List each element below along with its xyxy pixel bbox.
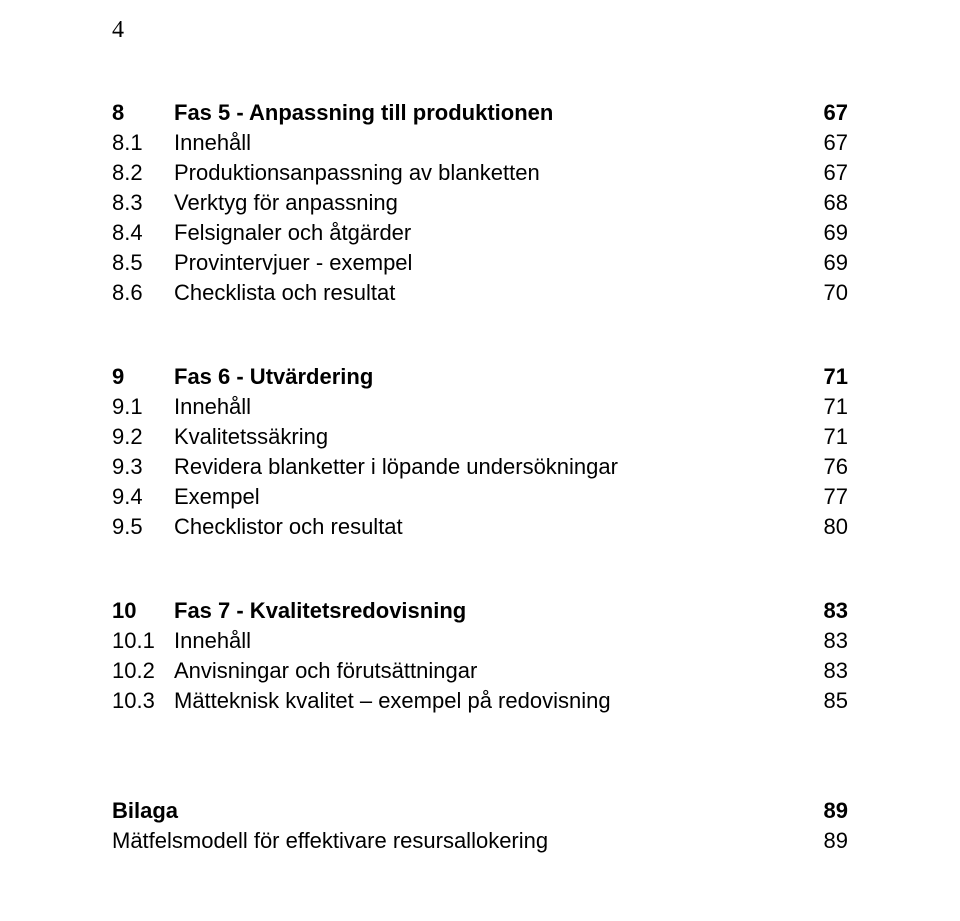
toc-heading: 9 Fas 6 - Utvärdering 71 (112, 362, 848, 392)
toc-heading: Bilaga 89 (112, 796, 848, 826)
toc-heading: 10 Fas 7 - Kvalitetsredovisning 83 (112, 596, 848, 626)
toc-appendix: Bilaga 89 Mätfelsmodell för effektivare … (112, 796, 848, 856)
toc-item-num: 9.5 (112, 512, 174, 542)
toc-item-page: 77 (808, 482, 848, 512)
toc-item: 9.5 Checklistor och resultat 80 (112, 512, 848, 542)
toc-item-num: 8.3 (112, 188, 174, 218)
toc-heading-page: 67 (808, 98, 848, 128)
toc-item-page: 85 (808, 686, 848, 716)
toc-section: 8 Fas 5 - Anpassning till produktionen 6… (112, 98, 848, 308)
toc-item-title: Anvisningar och förutsättningar (174, 656, 808, 686)
toc-item: 10.2 Anvisningar och förutsättningar 83 (112, 656, 848, 686)
toc-item: 9.3 Revidera blanketter i löpande unders… (112, 452, 848, 482)
toc-item: 9.1 Innehåll 71 (112, 392, 848, 422)
toc-item-num: 10.1 (112, 626, 174, 656)
toc-item-page: 71 (808, 392, 848, 422)
toc-heading-page: 89 (808, 796, 848, 826)
toc-item-num: 9.3 (112, 452, 174, 482)
toc-item-page: 69 (808, 248, 848, 278)
toc-item-page: 70 (808, 278, 848, 308)
page-number: 4 (112, 18, 848, 42)
toc-item-num: 10.2 (112, 656, 174, 686)
toc-item-num: 10.3 (112, 686, 174, 716)
toc-item-num: 9.1 (112, 392, 174, 422)
toc-item-page: 89 (808, 826, 848, 856)
toc-item-title: Checklista och resultat (174, 278, 808, 308)
toc-heading-title: Fas 7 - Kvalitetsredovisning (174, 596, 808, 626)
toc-item-num: 8.4 (112, 218, 174, 248)
toc-heading-page: 71 (808, 362, 848, 392)
toc-item-title: Produktionsanpassning av blanketten (174, 158, 808, 188)
toc-heading-num: 8 (112, 98, 174, 128)
toc-item: 8.5 Provintervjuer - exempel 69 (112, 248, 848, 278)
toc-heading-title: Fas 6 - Utvärdering (174, 362, 808, 392)
toc-item: 9.2 Kvalitetssäkring 71 (112, 422, 848, 452)
toc-item-page: 83 (808, 656, 848, 686)
toc-item: 9.4 Exempel 77 (112, 482, 848, 512)
toc-heading-num: 9 (112, 362, 174, 392)
toc-item: Mätfelsmodell för effektivare resursallo… (112, 826, 848, 856)
toc-item: 10.1 Innehåll 83 (112, 626, 848, 656)
toc-item-title: Kvalitetssäkring (174, 422, 808, 452)
toc-item-num: 8.5 (112, 248, 174, 278)
toc-heading-title: Bilaga (112, 796, 808, 826)
toc-item-num: 8.6 (112, 278, 174, 308)
toc-section: 9 Fas 6 - Utvärdering 71 9.1 Innehåll 71… (112, 362, 848, 542)
toc-heading: 8 Fas 5 - Anpassning till produktionen 6… (112, 98, 848, 128)
toc-item-page: 69 (808, 218, 848, 248)
toc-section: 10 Fas 7 - Kvalitetsredovisning 83 10.1 … (112, 596, 848, 716)
toc-item-title: Verktyg för anpassning (174, 188, 808, 218)
toc-item: 8.1 Innehåll 67 (112, 128, 848, 158)
toc-item: 10.3 Mätteknisk kvalitet – exempel på re… (112, 686, 848, 716)
toc-item-num: 8.2 (112, 158, 174, 188)
toc-item-num: 9.2 (112, 422, 174, 452)
toc-item: 8.3 Verktyg för anpassning 68 (112, 188, 848, 218)
toc-item-num: 9.4 (112, 482, 174, 512)
toc-item-page: 83 (808, 626, 848, 656)
toc-item-title: Innehåll (174, 392, 808, 422)
toc-heading-page: 83 (808, 596, 848, 626)
toc-page: 4 8 Fas 5 - Anpassning till produktionen… (0, 0, 960, 921)
toc-item-page: 71 (808, 422, 848, 452)
toc-item-page: 67 (808, 128, 848, 158)
toc-item-num: 8.1 (112, 128, 174, 158)
toc-item-title: Checklistor och resultat (174, 512, 808, 542)
toc-item: 8.2 Produktionsanpassning av blanketten … (112, 158, 848, 188)
toc-item-title: Innehåll (174, 626, 808, 656)
toc-item: 8.6 Checklista och resultat 70 (112, 278, 848, 308)
toc-item-title: Mätteknisk kvalitet – exempel på redovis… (174, 686, 808, 716)
toc-item-page: 80 (808, 512, 848, 542)
toc-item-title: Exempel (174, 482, 808, 512)
toc-item-title: Felsignaler och åtgärder (174, 218, 808, 248)
toc-item-title: Revidera blanketter i löpande undersökni… (174, 452, 808, 482)
toc-item-title: Mätfelsmodell för effektivare resursallo… (112, 826, 808, 856)
toc-item-page: 76 (808, 452, 848, 482)
toc-item-title: Innehåll (174, 128, 808, 158)
toc-item-page: 68 (808, 188, 848, 218)
toc-item-title: Provintervjuer - exempel (174, 248, 808, 278)
toc-item: 8.4 Felsignaler och åtgärder 69 (112, 218, 848, 248)
toc-item-page: 67 (808, 158, 848, 188)
toc-heading-num: 10 (112, 596, 174, 626)
toc-heading-title: Fas 5 - Anpassning till produktionen (174, 98, 808, 128)
